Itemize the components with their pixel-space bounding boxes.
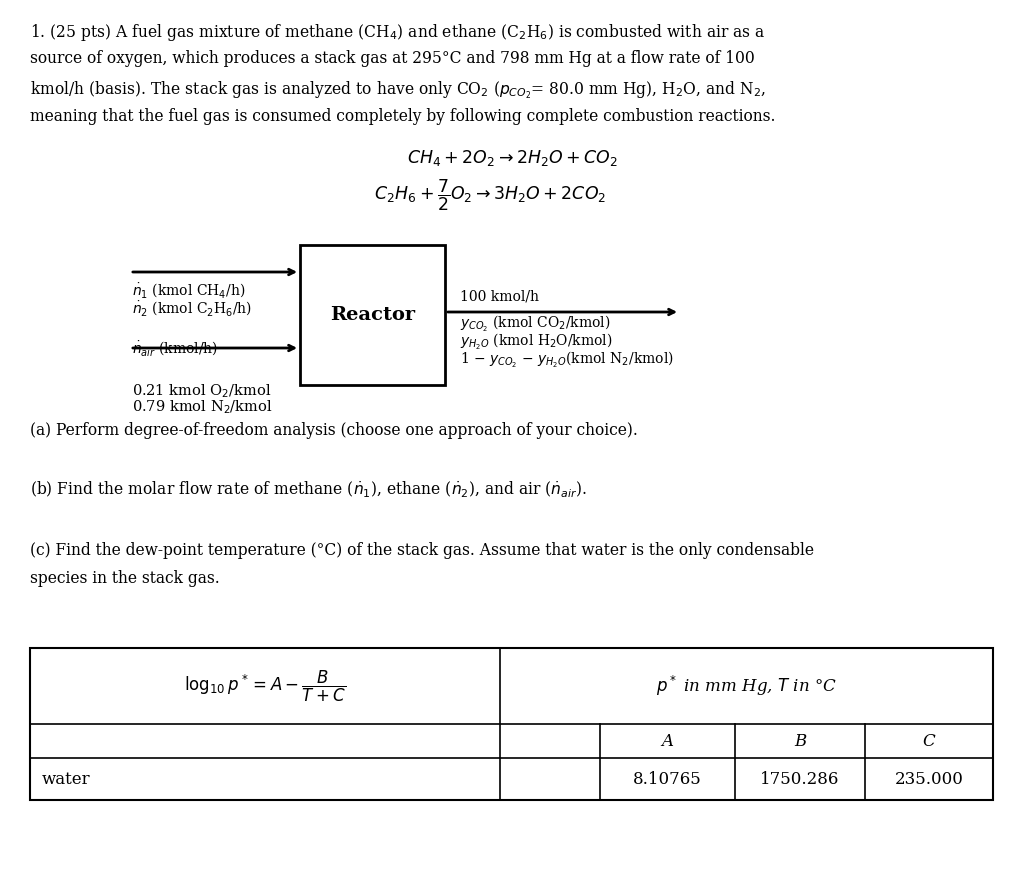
Text: 235.000: 235.000 (895, 771, 964, 788)
Text: (c) Find the dew-point temperature (°C) of the stack gas. Assume that water is t: (c) Find the dew-point temperature (°C) … (30, 542, 814, 559)
Text: 1. (25 pts) A fuel gas mixture of methane (CH$_4$) and ethane (C$_2$H$_6$) is co: 1. (25 pts) A fuel gas mixture of methan… (30, 22, 766, 43)
Text: 8.10765: 8.10765 (633, 771, 701, 788)
Text: $p^*$ in mm Hg, $T$ in °C: $p^*$ in mm Hg, $T$ in °C (656, 674, 837, 698)
Text: $\dot{n}_1$ (kmol CH$_4$/h): $\dot{n}_1$ (kmol CH$_4$/h) (132, 282, 246, 300)
Text: 1 − $y_{CO_2}$ − $y_{H_2O}$(kmol N$_2$/kmol): 1 − $y_{CO_2}$ − $y_{H_2O}$(kmol N$_2$/k… (460, 350, 674, 370)
Text: 0.79 kmol N$_2$/kmol: 0.79 kmol N$_2$/kmol (132, 398, 272, 416)
Text: C: C (923, 733, 935, 750)
Text: $CH_4 + 2O_2 \rightarrow 2H_2O + CO_2$: $CH_4 + 2O_2 \rightarrow 2H_2O + CO_2$ (407, 148, 617, 168)
Bar (300, 245, 445, 385)
Text: $\dot{n}_2$ (kmol C$_2$H$_6$/h): $\dot{n}_2$ (kmol C$_2$H$_6$/h) (132, 300, 252, 319)
Text: A: A (662, 733, 674, 750)
Bar (30, 648, 993, 800)
Text: kmol/h (basis). The stack gas is analyzed to have only CO$_2$ ($p_{CO_2}$= 80.0 : kmol/h (basis). The stack gas is analyze… (30, 79, 766, 101)
Text: meaning that the fuel gas is consumed completely by following complete combustio: meaning that the fuel gas is consumed co… (30, 108, 775, 125)
Text: 100 kmol/h: 100 kmol/h (460, 290, 539, 304)
Text: source of oxygen, which produces a stack gas at 295°C and 798 mm Hg at a flow ra: source of oxygen, which produces a stack… (30, 50, 755, 67)
Text: $\dot{n}_{air}$ (kmol/h): $\dot{n}_{air}$ (kmol/h) (132, 340, 218, 358)
Text: $\log_{10} p^* = A - \dfrac{B}{T + C}$: $\log_{10} p^* = A - \dfrac{B}{T + C}$ (184, 668, 346, 704)
Text: Reactor: Reactor (330, 306, 415, 324)
Text: $C_2H_6 + \dfrac{7}{2}O_2 \rightarrow 3H_2O + 2CO_2$: $C_2H_6 + \dfrac{7}{2}O_2 \rightarrow 3H… (374, 178, 606, 214)
Text: (a) Perform degree-of-freedom analysis (choose one approach of your choice).: (a) Perform degree-of-freedom analysis (… (30, 422, 638, 439)
Text: B: B (794, 733, 806, 750)
Text: $y_{CO_2}$ (kmol CO$_2$/kmol): $y_{CO_2}$ (kmol CO$_2$/kmol) (460, 314, 610, 334)
Text: 1750.286: 1750.286 (760, 771, 840, 788)
Text: 0.21 kmol O$_2$/kmol: 0.21 kmol O$_2$/kmol (132, 382, 271, 400)
Text: (b) Find the molar flow rate of methane ($\dot{n}_1$), ethane ($\dot{n}_2$), and: (b) Find the molar flow rate of methane … (30, 480, 587, 501)
Text: $y_{H_2O}$ (kmol H$_2$O/kmol): $y_{H_2O}$ (kmol H$_2$O/kmol) (460, 332, 612, 352)
Text: water: water (42, 771, 91, 788)
Text: species in the stack gas.: species in the stack gas. (30, 570, 220, 587)
